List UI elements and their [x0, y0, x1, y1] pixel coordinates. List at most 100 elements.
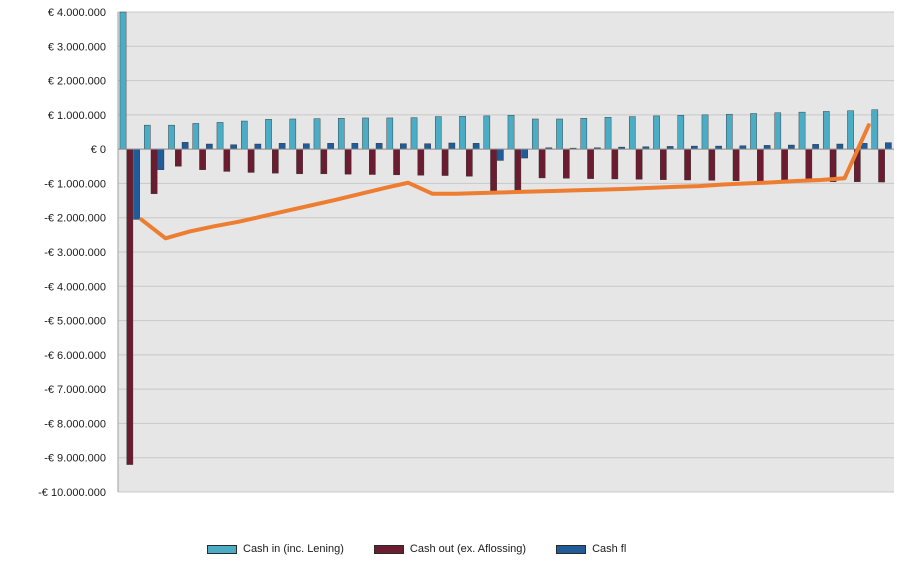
- bar-1-24: [708, 148, 716, 181]
- bar-1-5: [247, 148, 255, 173]
- bar-0-4: [216, 122, 224, 150]
- y-tick-label: -€ 1.000.000: [44, 178, 106, 190]
- bar-0-12: [410, 117, 418, 150]
- legend-item-cash-flow: Cash fl: [556, 543, 626, 555]
- bar-0-20: [604, 117, 612, 150]
- bar-1-3: [199, 148, 206, 170]
- y-tick-label: € 4.000.000: [48, 7, 106, 19]
- bar-1-1: [150, 148, 158, 194]
- bar-0-28: [798, 111, 806, 150]
- bar-1-23: [684, 148, 691, 181]
- gridlines: [118, 11, 894, 493]
- bar-1-7: [296, 148, 303, 175]
- bar-0-29: [822, 111, 830, 150]
- bar-2-4: [230, 144, 237, 150]
- bar-2-27: [788, 144, 795, 150]
- bar-0-0: [119, 11, 127, 150]
- bar-1-22: [660, 148, 667, 180]
- bar-2-3: [206, 143, 213, 150]
- y-tick-label: -€ 5.000.000: [44, 316, 106, 328]
- bar-1-25: [732, 148, 740, 181]
- bar-1-15: [490, 148, 497, 194]
- bar-0-3: [192, 123, 200, 150]
- y-tick-label: -€ 4.000.000: [44, 281, 106, 293]
- bar-2-10: [375, 143, 383, 150]
- legend-swatch-cash-out: [373, 544, 404, 554]
- bar-1-17: [538, 148, 546, 179]
- bar-2-16: [521, 148, 528, 159]
- legend-item-cash-out: Cash out (ex. Aflossing): [373, 543, 527, 555]
- legend-label-cash-out: Cash out (ex. Aflossing): [409, 543, 527, 555]
- y-tick-label: -€ 9.000.000: [44, 453, 106, 465]
- y-tick-label: -€ 10.000.000: [38, 487, 106, 499]
- y-tick-label: -€ 3.000.000: [44, 247, 106, 259]
- bar-2-28: [812, 144, 819, 150]
- y-tick-label: -€ 6.000.000: [44, 350, 106, 362]
- bar-2-7: [303, 143, 310, 150]
- bar-2-29: [836, 143, 844, 150]
- bar-1-19: [587, 148, 594, 179]
- bar-2-9: [351, 143, 359, 150]
- y-tick-label: € 0: [91, 144, 106, 156]
- bar-1-2: [175, 148, 182, 167]
- legend-label-cash-in: Cash in (inc. Lening): [243, 543, 344, 555]
- bar-0-21: [628, 116, 636, 150]
- bar-0-22: [653, 115, 660, 150]
- bar-0-23: [677, 114, 685, 150]
- bar-2-15: [497, 148, 504, 161]
- bar-1-26: [757, 148, 764, 182]
- bar-1-28: [805, 148, 813, 182]
- bar-0-11: [386, 117, 394, 150]
- bar-1-9: [344, 148, 352, 175]
- bar-2-8: [327, 143, 334, 150]
- bar-0-10: [362, 117, 369, 150]
- bar-1-4: [223, 148, 231, 172]
- bar-1-16: [514, 148, 522, 193]
- bar-1-29: [829, 148, 837, 182]
- bar-1-13: [441, 148, 449, 176]
- bar-1-14: [466, 148, 473, 177]
- bar-2-11: [400, 143, 407, 150]
- y-tick-label: -€ 8.000.000: [44, 418, 106, 430]
- bar-0-1: [143, 124, 151, 150]
- y-tick-label: -€ 7.000.000: [44, 384, 106, 396]
- y-tick-label: -€ 2.000.000: [44, 213, 106, 225]
- bar-0-16: [507, 114, 515, 150]
- bar-0-24: [701, 114, 709, 150]
- bar-0-30: [847, 110, 854, 150]
- bar-2-6: [278, 143, 286, 150]
- bar-2-31: [885, 142, 892, 150]
- bar-2-13: [448, 142, 456, 150]
- bar-1-18: [563, 148, 570, 179]
- line-series: [139, 123, 871, 241]
- bar-0-5: [240, 120, 248, 150]
- bar-2-25: [739, 145, 747, 150]
- bar-2-14: [472, 143, 480, 150]
- bar-1-10: [369, 148, 376, 175]
- bar-1-27: [781, 148, 788, 182]
- bar-0-18: [556, 118, 563, 150]
- y-tick-label: € 3.000.000: [48, 41, 106, 53]
- bar-0-14: [459, 116, 466, 150]
- legend-swatch-cash-flow: [556, 544, 587, 554]
- bar-1-21: [635, 148, 643, 180]
- legend-item-cash-in: Cash in (inc. Lening): [207, 543, 344, 555]
- bar-2-0: [133, 148, 140, 220]
- bar-0-31: [871, 109, 879, 150]
- bar-0-9: [337, 118, 345, 150]
- bar-1-31: [878, 148, 885, 183]
- bar-2-26: [763, 145, 771, 150]
- bar-1-12: [417, 148, 425, 176]
- bar-0-19: [580, 118, 588, 150]
- bar-1-6: [272, 148, 279, 174]
- bar-0-25: [725, 113, 733, 150]
- bar-0-8: [313, 118, 321, 150]
- bar-0-26: [750, 113, 757, 150]
- bar-1-20: [611, 148, 619, 180]
- y-axis-tick-labels: € 4.000.000 € 3.000.000 € 2.000.000 € 1.000…: [38, 7, 106, 499]
- legend-swatch-cash-in: [207, 544, 237, 554]
- bar-0-13: [434, 116, 442, 150]
- bar-1-0: [126, 148, 134, 465]
- y-tick-label: € 1.000.000: [48, 110, 106, 122]
